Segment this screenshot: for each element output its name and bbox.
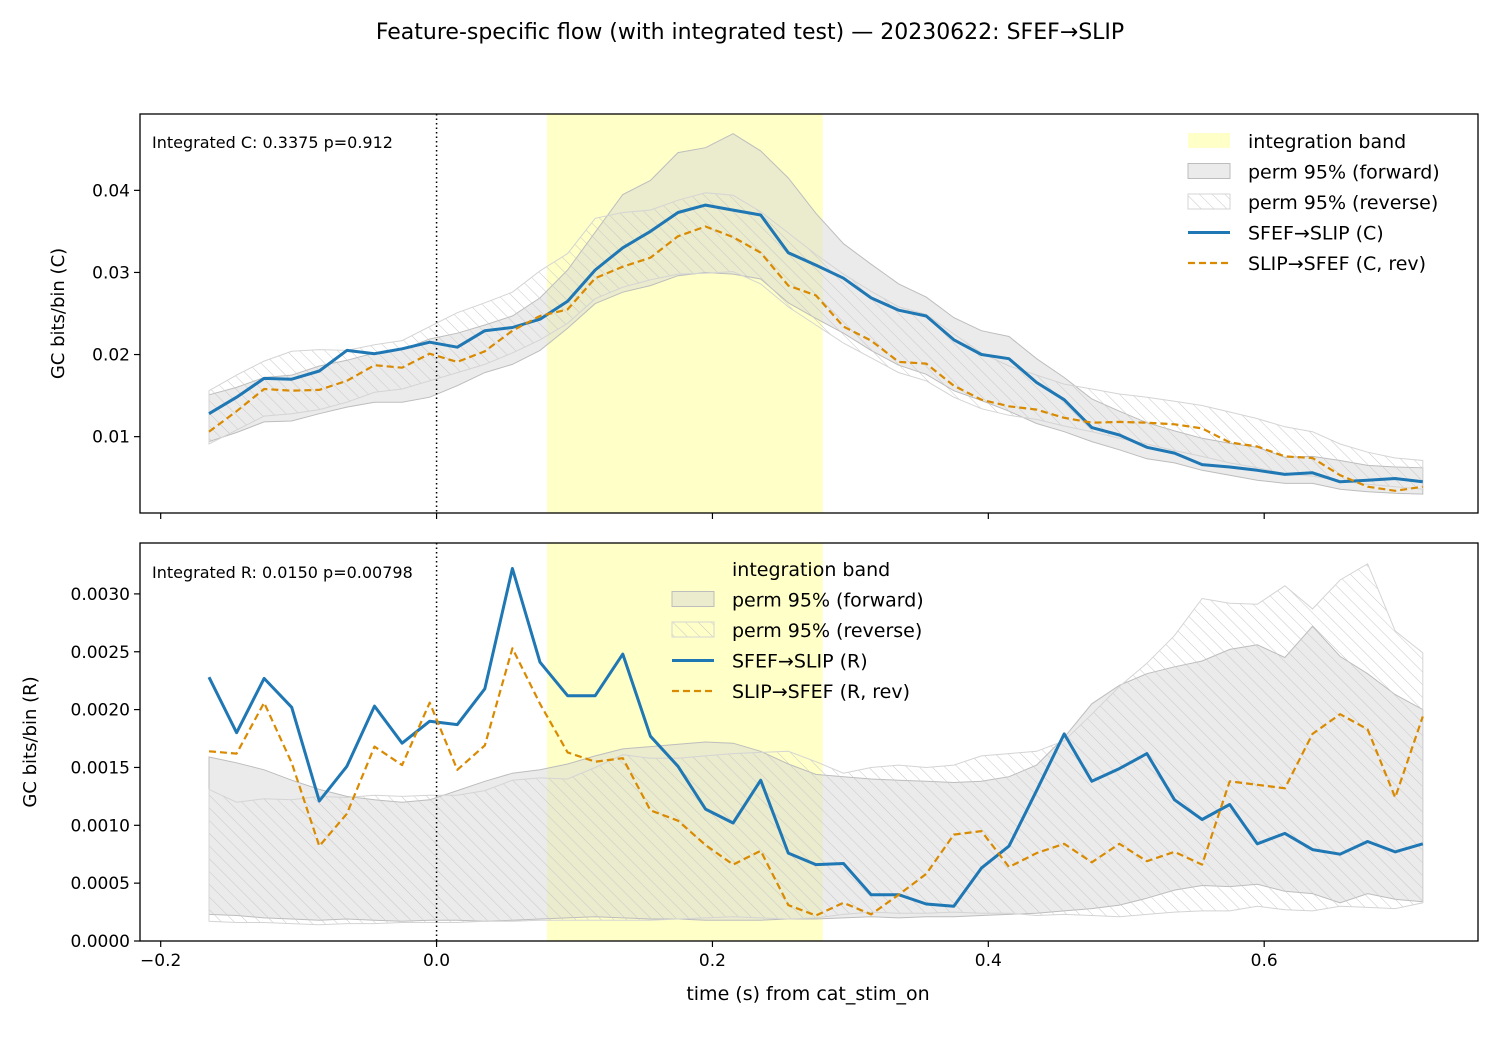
- legend-swatch-band: [672, 561, 714, 576]
- x-axis-label: time (s) from cat_stim_on: [686, 983, 929, 1005]
- y-tick-label: 0.04: [92, 181, 130, 201]
- legend-label: SFEF→SLIP (C): [1248, 223, 1384, 245]
- legend-swatch-band: [1188, 133, 1230, 148]
- axes-frame: [139, 542, 1479, 942]
- y-tick-label: 0.0010: [71, 816, 130, 836]
- legend-label: SLIP→SFEF (R, rev): [732, 681, 910, 703]
- y-tick-label: 0.03: [92, 263, 130, 283]
- series-line-reverse: [208, 647, 1424, 917]
- perm-band-reverse: [208, 563, 1424, 926]
- legend-label: perm 95% (forward): [1248, 162, 1440, 184]
- perm-band-reverse: [208, 192, 1424, 490]
- legend-swatch-perm-forward: [671, 591, 715, 607]
- integrated-annotation: Integrated R: 0.0150 p=0.00798: [152, 563, 413, 582]
- y-tick-label: 0.0015: [71, 758, 130, 778]
- x-tick-label: 0.0: [423, 951, 450, 971]
- legend-label: perm 95% (reverse): [1248, 192, 1438, 214]
- plot-area: [208, 114, 1424, 513]
- legend-label: SLIP→SFEF (C, rev): [1248, 253, 1426, 275]
- x-tick-label: 0.2: [699, 951, 726, 971]
- figure-title: Feature-specific flow (with integrated t…: [376, 20, 1124, 45]
- legend-swatch-perm-reverse: [671, 621, 715, 638]
- legend-label: integration band: [732, 559, 890, 581]
- legend-label: perm 95% (forward): [732, 590, 924, 612]
- legend: integration band perm 95% (forward) perm 9…: [671, 559, 924, 703]
- y-tick-label: 0.0000: [71, 932, 130, 952]
- y-tick-label: 0.0005: [71, 874, 130, 894]
- series-line-forward: [208, 203, 1423, 484]
- x-tick-label: 0.6: [1251, 951, 1278, 971]
- y-tick-label: 0.0020: [71, 701, 130, 721]
- y-tick-label: 0.0025: [71, 643, 130, 663]
- legend-label: SFEF→SLIP (R): [732, 651, 868, 673]
- integration-band: [546, 114, 823, 513]
- integrated-annotation: Integrated C: 0.3375 p=0.912: [152, 133, 393, 152]
- x-tick-label: 0.4: [975, 951, 1002, 971]
- series-line-forward: [207, 567, 1424, 908]
- chart-panel-bottom: −0.2 0.0 0.2 0.4 0.6 0.0000 0.0005 0.0010 0.0015…: [20, 542, 1479, 971]
- y-tick-label: 0.01: [92, 428, 130, 448]
- legend-swatch-perm-reverse: [1187, 193, 1231, 210]
- y-tick-label: 0.02: [92, 346, 130, 366]
- axes-frame: [139, 113, 1479, 514]
- y-tick-label: 0.0030: [71, 585, 130, 605]
- plot-area: [207, 543, 1424, 941]
- legend-label: perm 95% (reverse): [732, 620, 922, 642]
- chart-panel-top: 0.01 0.02 0.03 0.04 GC bits/bin (C) Integrate…: [48, 113, 1479, 519]
- legend-label: integration band: [1248, 131, 1406, 153]
- legend: integration band perm 95% (forward) perm 9…: [1187, 131, 1440, 275]
- y-axis-label: GC bits/bin (R): [20, 676, 41, 807]
- legend-swatch-perm-forward: [1187, 163, 1231, 179]
- series-line-reverse: [208, 225, 1423, 492]
- x-tick-label: −0.2: [140, 951, 181, 971]
- y-axis-label: GC bits/bin (C): [48, 248, 69, 379]
